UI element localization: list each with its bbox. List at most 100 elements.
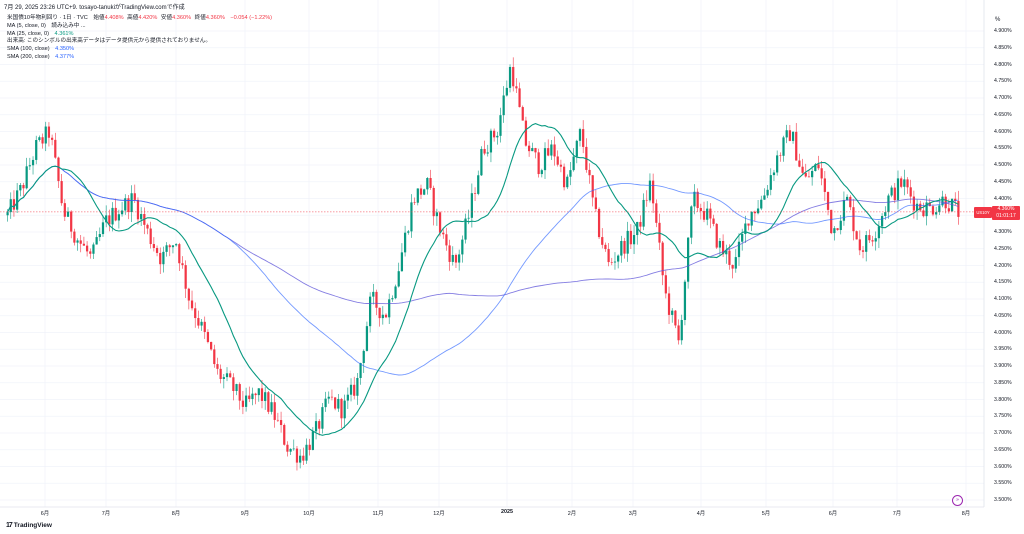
legend-sma200-label[interactable]: SMA (200, close) [7, 53, 50, 60]
y-tick-label: 4.750% [994, 78, 1012, 85]
candle-body [925, 202, 928, 217]
x-tick-label: 7月 [101, 511, 111, 517]
candle-body [368, 296, 372, 327]
tradingview-logo-icon: 17 [6, 522, 13, 529]
candle-body [346, 394, 349, 401]
candle-body [359, 363, 362, 378]
candle-body [136, 199, 140, 220]
candle-body [728, 250, 731, 265]
legend-open-label: 始値 [93, 15, 105, 21]
candle-body [200, 321, 203, 326]
legend-ma5-label[interactable]: MA (5, close, 0) [7, 22, 46, 29]
candle-body [152, 244, 155, 248]
candle-body [229, 373, 232, 378]
legend-ma25-value: 4.361% [54, 30, 74, 37]
legend-volume-row[interactable]: 出来高: このシンボルの出来高データはデータ提供元から提供されておりません。 [7, 38, 211, 45]
legend-sma100-row[interactable]: SMA (100, close) 4.350% [7, 46, 272, 54]
legend-sma100-value: 4.350% [55, 46, 75, 53]
candle-body [779, 155, 782, 156]
candle-body [575, 140, 578, 157]
candle-body [826, 191, 830, 210]
candle-body [426, 178, 429, 190]
candle-body [108, 215, 111, 225]
candle-body [677, 325, 680, 341]
candle-body [547, 148, 550, 156]
candle-body [696, 191, 699, 208]
legend-symbol[interactable]: 米国債10年物利回り · 1日 · TVC [7, 15, 88, 21]
candle-body [283, 424, 286, 445]
candle-body [349, 384, 353, 395]
legend-symbol-row[interactable]: 米国債10年物利回り · 1日 · TVC 始値4.408% 高値4.420% … [7, 15, 272, 23]
y-tick-label: 3.950% [994, 346, 1012, 353]
candle-body [175, 244, 178, 246]
candle-body [394, 286, 397, 299]
price-axis[interactable]: 4.900% 4.850% 4.800% 4.750% 4.700% 4.650% 4.60… [984, 0, 1024, 534]
candle-body [750, 211, 753, 226]
candle-body [25, 166, 28, 189]
candle-body [690, 206, 693, 238]
candle-body [483, 149, 486, 154]
y-tick-label: 4.400% [994, 195, 1012, 202]
candle-body [451, 254, 454, 262]
candle-body [292, 448, 295, 450]
candle-body [454, 254, 458, 263]
legend-sma200-row[interactable]: SMA (200, close) 4.377% [7, 54, 272, 62]
candle-body [842, 200, 846, 221]
legend-ma5-value: 読み込み中 ... [51, 22, 86, 29]
candle-body [50, 137, 54, 140]
y-tick-label: 3.800% [994, 396, 1012, 403]
candle-body [381, 314, 384, 319]
candle-body [613, 261, 617, 263]
candle-body [578, 129, 582, 141]
tradingview-brand[interactable]: 17 TradingView [6, 522, 52, 529]
legend-volume-note: このシンボルの出来高データはデータ提供元から提供されておりません。 [26, 38, 211, 45]
candle-body [378, 307, 381, 319]
legend-ma25-row[interactable]: MA (25, close, 0) 4.361% [7, 31, 272, 39]
candle-body [206, 331, 210, 342]
scroll-to-realtime-button[interactable]: » [952, 495, 963, 506]
candle-body [721, 240, 725, 255]
candle-body [823, 178, 826, 192]
candle-body [6, 212, 9, 216]
candle-body [928, 202, 931, 207]
candle-body [620, 240, 623, 256]
candle-body [397, 271, 400, 287]
x-tick-label: 8月 [171, 511, 181, 517]
price-tag-symbol: US10Y [976, 209, 990, 215]
candle-body [22, 184, 25, 189]
candle-body [499, 115, 502, 136]
x-tick-label: 9月 [240, 511, 250, 517]
candle-body [190, 300, 194, 309]
candle-body [375, 291, 378, 308]
candle-body [521, 107, 524, 121]
candle-body [251, 393, 254, 399]
legend-sma100-label[interactable]: SMA (100, close) [7, 46, 50, 53]
candle-body [785, 130, 788, 138]
candle-body [782, 137, 785, 156]
candle-body [222, 377, 225, 379]
legend-volume-label[interactable]: 出来高 [7, 38, 24, 45]
candle-body [464, 218, 467, 240]
candle-body [89, 251, 92, 254]
candle-body [527, 145, 531, 152]
candle-body [330, 396, 334, 398]
candle-body [279, 420, 283, 425]
candle-body [880, 216, 884, 227]
candle-body [505, 87, 508, 96]
candle-body [248, 395, 251, 399]
candle-body [868, 235, 871, 241]
candle-body [28, 165, 31, 167]
legend-ma25-label[interactable]: MA (25, close, 0) [7, 30, 49, 37]
candle-body [588, 169, 591, 176]
legend-ma5-row[interactable]: MA (5, close, 0) 読み込み中 ... [7, 23, 272, 31]
candle-body [117, 214, 121, 221]
candle-body [314, 421, 318, 432]
candle-body [362, 350, 365, 364]
brand-name: TradingView [13, 522, 52, 529]
legend-high-label: 高値 [127, 15, 139, 21]
candle-body [845, 196, 849, 201]
candle-body [954, 198, 957, 201]
candle-body [146, 224, 149, 229]
candle-body [922, 210, 925, 217]
